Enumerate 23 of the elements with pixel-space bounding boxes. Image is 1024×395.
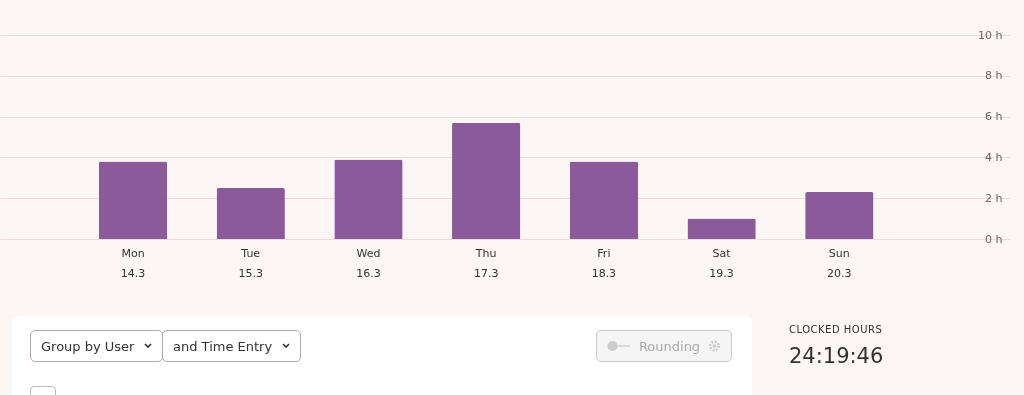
- text: 24:19:46: [789, 344, 884, 368]
- y-tick-label: 2 h: [985, 191, 1003, 205]
- x-tick-label: Sat 19.3: [709, 246, 734, 280]
- bar: [98, 161, 168, 239]
- bar: [452, 122, 521, 239]
- y-tick-label: 4 h: [985, 150, 1003, 164]
- x-tick-label: Wed 16.3: [356, 246, 381, 280]
- y-tick-label: 10 h: [978, 28, 1003, 42]
- bar: [334, 159, 403, 239]
- bar: [216, 188, 285, 239]
- bar: [569, 161, 639, 239]
- bar: [805, 192, 874, 239]
- x-tick-label: Mon 14.3: [120, 246, 146, 280]
- x-tick-label: Thu 17.3: [473, 246, 499, 280]
- x-tick-label: Tue 15.3: [238, 246, 263, 280]
- y-tick-label: 6 h: [985, 110, 1003, 124]
- x-tick-label: Sun 20.3: [827, 246, 852, 280]
- y-tick-label: 8 h: [985, 69, 1003, 83]
- bar: [687, 218, 756, 239]
- y-tick-label: 0 h: [985, 232, 1003, 246]
- x-tick-label: Fri 18.3: [591, 246, 617, 280]
- text: CLOCKED HOURS: [789, 324, 883, 335]
- panel: Group by User and Time Entry Rounding: [12, 316, 752, 395]
